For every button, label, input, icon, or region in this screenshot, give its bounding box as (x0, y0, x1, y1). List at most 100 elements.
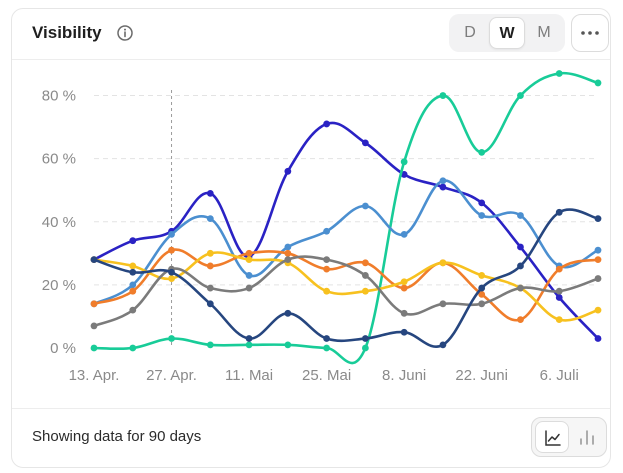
series-line (92, 255, 600, 328)
data-point (594, 215, 602, 223)
x-tick-label: 6. Juli (540, 367, 579, 384)
data-point (284, 256, 292, 264)
data-point (168, 275, 175, 282)
data-point (90, 322, 98, 330)
x-tick-label: 13. Apr. (69, 367, 120, 384)
data-point (284, 341, 292, 349)
card-header: Visibility D W M (12, 9, 610, 60)
bar-chart-icon (580, 430, 594, 445)
data-point (206, 300, 214, 308)
data-point (439, 177, 447, 185)
data-point (400, 158, 408, 166)
chart-view-toggle (531, 417, 607, 457)
data-point (517, 92, 524, 99)
y-tick-label: 0 % (50, 340, 76, 357)
bar-view-button[interactable] (570, 421, 604, 453)
line-chart: 0 % 20 % 40 % 60 % 80 % 13. Apr. 27. Apr. 11. M… (42, 70, 602, 384)
data-point (594, 256, 602, 264)
x-tick-label: 27. Apr. (146, 367, 197, 384)
data-point (323, 265, 331, 273)
range-day-button[interactable]: D (464, 24, 476, 41)
data-point (594, 246, 602, 254)
data-point (129, 281, 137, 289)
data-point (594, 275, 602, 282)
data-point (361, 335, 369, 342)
data-point (594, 335, 602, 342)
data-point (323, 287, 331, 295)
data-point (206, 249, 214, 257)
data-point (555, 265, 563, 273)
series-line (92, 121, 600, 340)
data-point (284, 243, 292, 251)
more-options-button[interactable] (571, 14, 609, 52)
data-point (245, 341, 253, 349)
data-point (206, 284, 214, 292)
data-point (555, 294, 563, 301)
data-point (168, 231, 175, 238)
range-selector: D W M (449, 14, 565, 52)
x-tick-label: 25. Mai (302, 367, 351, 384)
series-6 (90, 255, 602, 330)
x-tick-label: 22. Juni (455, 367, 508, 384)
data-point (478, 272, 486, 279)
series-2 (90, 70, 602, 365)
data-point (323, 344, 331, 352)
y-tick-label: 20 % (42, 277, 76, 294)
data-point (439, 300, 447, 308)
data-point (555, 70, 563, 77)
data-point (400, 328, 408, 336)
data-point (284, 249, 292, 257)
data-point (361, 344, 369, 352)
series-7 (90, 208, 602, 349)
data-point (517, 212, 524, 219)
data-point (478, 212, 486, 219)
data-point (361, 139, 369, 147)
data-point (478, 284, 486, 292)
data-point (129, 237, 137, 245)
data-point (129, 344, 137, 352)
data-point (90, 344, 98, 352)
line-chart-icon (545, 430, 561, 446)
data-point (90, 256, 98, 264)
data-point (168, 335, 175, 342)
data-point (517, 262, 524, 270)
data-point (555, 316, 563, 323)
data-point (323, 120, 331, 128)
range-month-button[interactable]: M (537, 24, 551, 41)
data-point (245, 335, 253, 342)
data-point (478, 300, 486, 308)
data-point (323, 256, 331, 264)
data-point (361, 202, 369, 210)
info-icon[interactable] (116, 24, 134, 42)
more-horizontal-icon (581, 31, 599, 35)
data-point (478, 199, 486, 207)
data-point (168, 268, 175, 276)
visibility-chart: 0 % 20 % 40 % 60 % 80 % 13. Apr. 27. Apr. 11. M… (12, 60, 610, 408)
data-point (361, 259, 369, 267)
range-week-button[interactable]: W (489, 17, 525, 49)
data-point (168, 246, 175, 254)
series-line (92, 251, 600, 322)
data-point (206, 189, 214, 197)
y-tick-label: 40 % (42, 214, 76, 231)
series-1 (90, 120, 602, 342)
y-tick-label: 60 % (42, 151, 76, 168)
data-point (439, 92, 447, 99)
data-point (478, 148, 486, 156)
data-point (439, 259, 447, 267)
data-point (517, 284, 524, 292)
data-point (555, 208, 563, 216)
data-point (594, 79, 602, 87)
data-point (206, 215, 214, 223)
line-view-button[interactable] (535, 421, 569, 453)
data-point (361, 287, 369, 295)
x-tick-label: 8. Juni (382, 367, 426, 384)
data-point (361, 272, 369, 279)
data-point (594, 306, 602, 314)
data-point (90, 300, 98, 308)
data-point (245, 249, 253, 257)
card-footer: Showing data for 90 days (12, 408, 610, 467)
data-point (129, 287, 137, 295)
data-point (129, 268, 137, 276)
data-point (555, 287, 563, 295)
